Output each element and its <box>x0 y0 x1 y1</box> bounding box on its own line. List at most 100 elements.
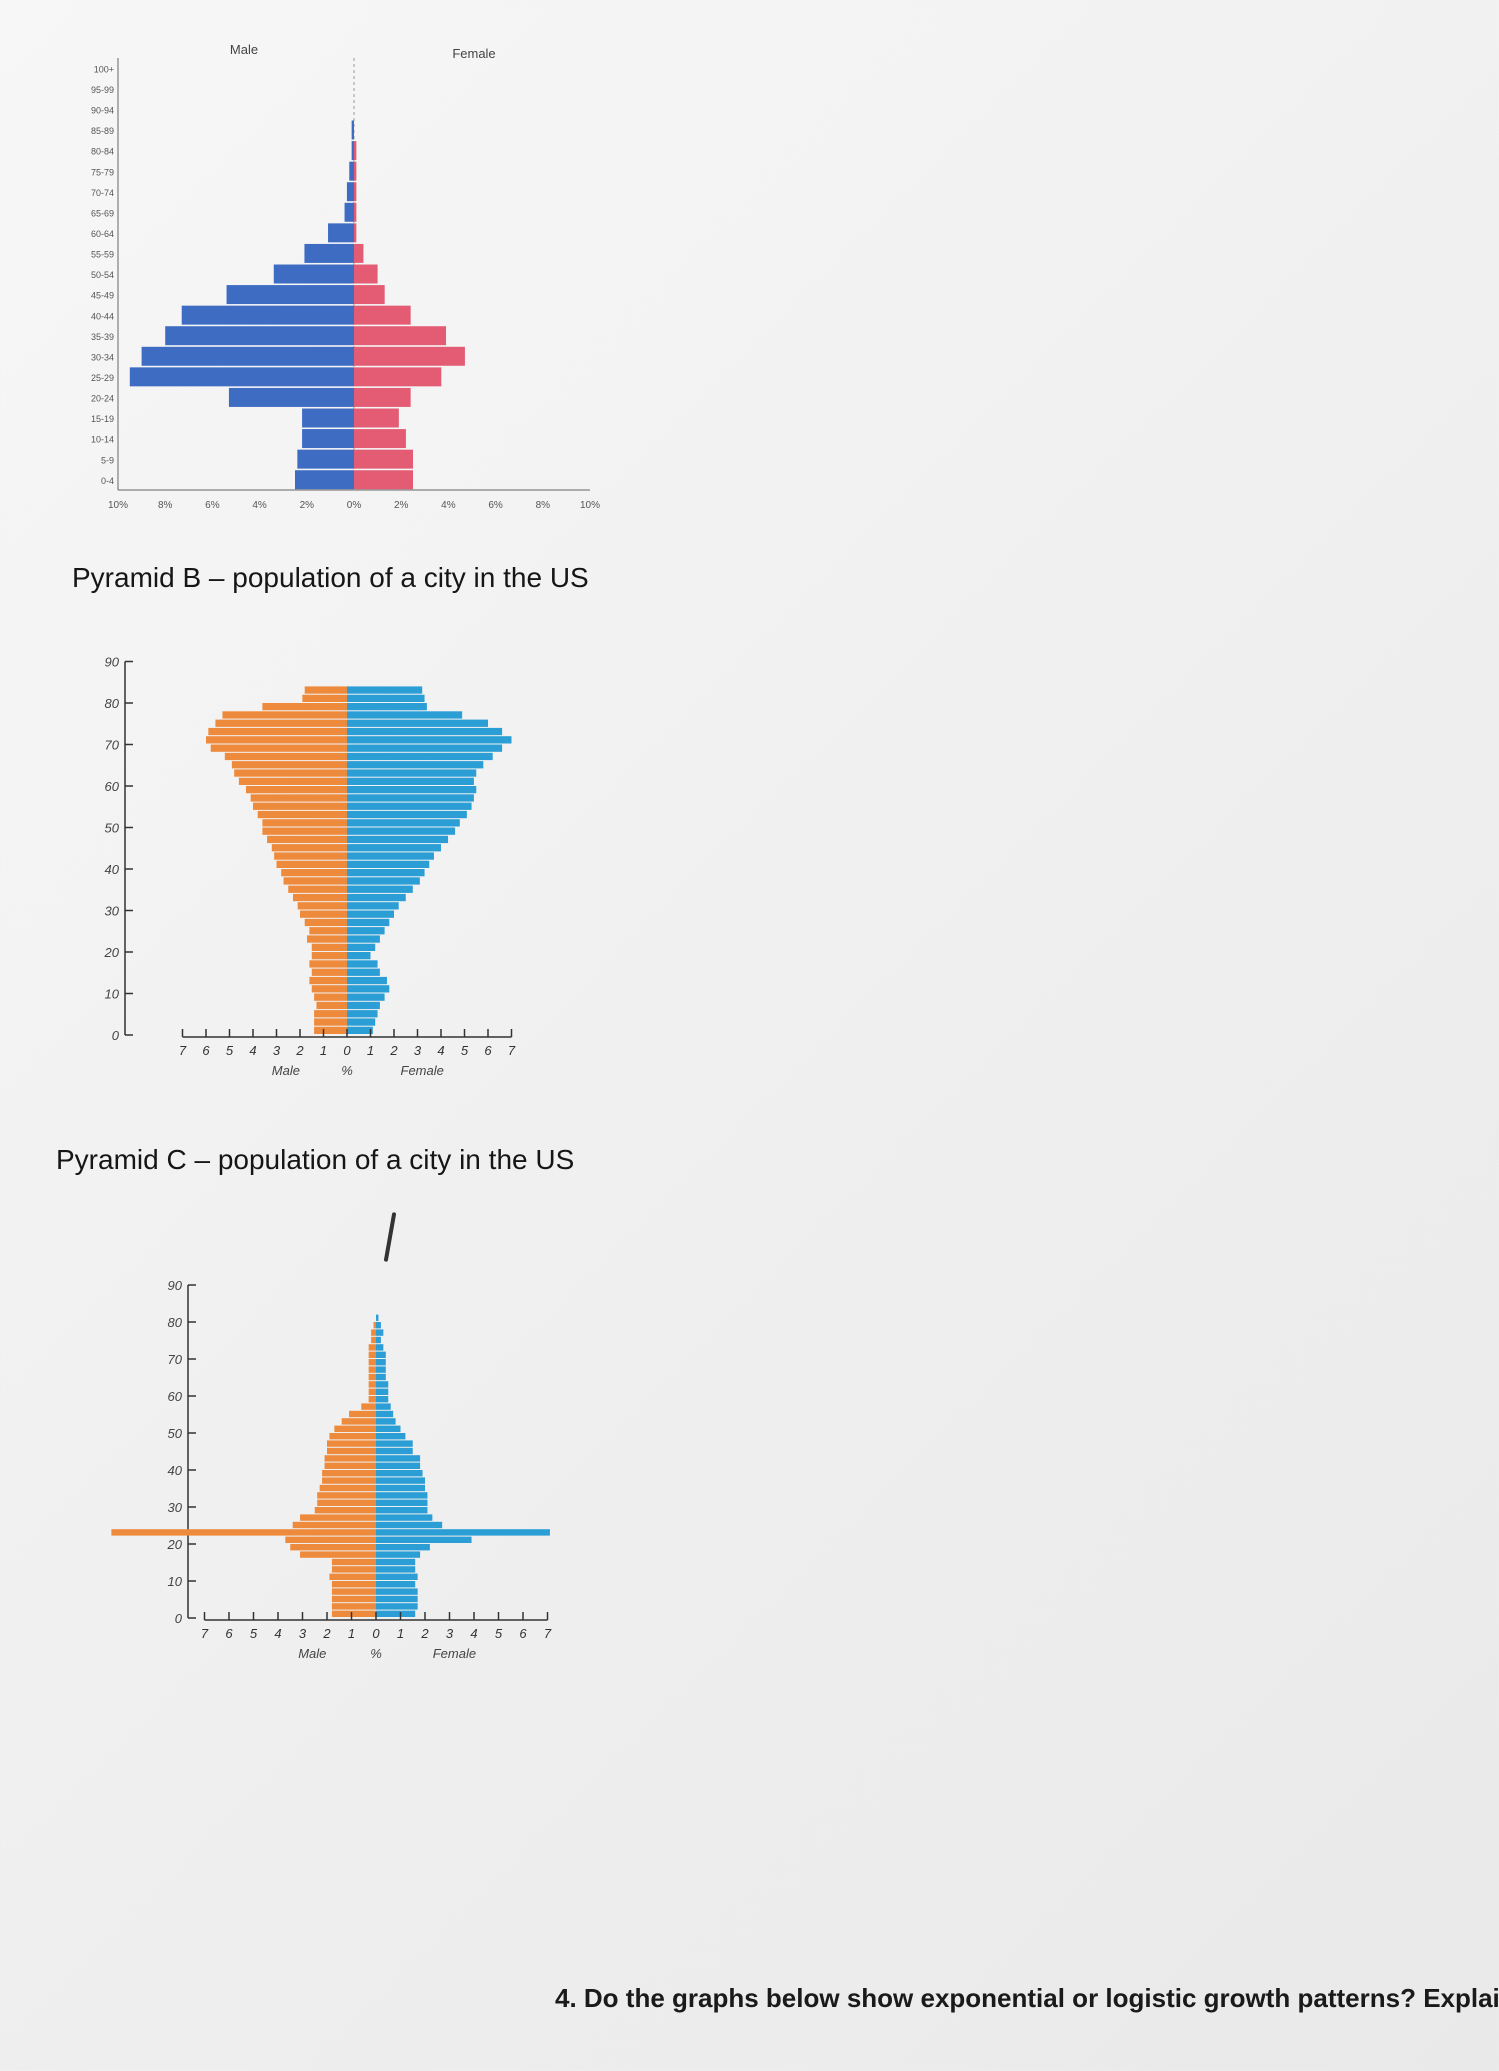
x-tick-label: 1 <box>348 1626 355 1641</box>
age-tick-label: 80 <box>105 696 120 711</box>
bar-female <box>347 794 474 802</box>
age-tick-label: 75-79 <box>91 167 114 177</box>
bar-male <box>215 719 347 727</box>
bar-male <box>300 1514 376 1521</box>
x-tick-label: 4% <box>441 500 456 511</box>
bar-female <box>347 769 477 777</box>
bar-female <box>376 1359 386 1366</box>
x-label-female: Female <box>401 1063 444 1078</box>
bar-male <box>322 1470 376 1477</box>
pyramid-b-chart: 0 10 20 30 40 50 60 70 80 90 7 6 5 4 3 2 1 0 1 2 3 4 5 6 7 Male% F… <box>80 640 580 1100</box>
bar-female <box>376 1603 418 1610</box>
bar-male <box>314 993 347 1001</box>
bar-female <box>347 686 423 694</box>
bar-female <box>347 844 441 852</box>
bar-female <box>347 703 427 711</box>
x-tick-label: 4 <box>249 1043 256 1058</box>
bar-female <box>347 744 503 752</box>
x-tick-label: 6 <box>519 1626 527 1641</box>
bar-female <box>376 1329 384 1336</box>
bar-female <box>376 1610 416 1617</box>
age-tick-label: 45-49 <box>91 291 114 301</box>
bar-male <box>334 1425 376 1432</box>
bar-male <box>262 819 347 827</box>
x-tick-label: 3 <box>299 1626 307 1641</box>
bar-female <box>347 761 484 769</box>
bar-male <box>309 960 347 968</box>
bar-female-65-69 <box>354 202 357 222</box>
bar-female <box>376 1314 379 1321</box>
bar-male <box>257 810 347 819</box>
bar-male <box>302 694 347 702</box>
age-tick-label: 70-74 <box>91 188 114 198</box>
x-label-percent: % <box>341 1063 353 1078</box>
bar-male <box>304 686 347 694</box>
bar-male-25-29 <box>129 367 354 387</box>
bar-male <box>331 1603 376 1610</box>
bar-male-50-54 <box>273 264 354 284</box>
bar-female <box>347 902 399 910</box>
bar-female <box>347 927 385 935</box>
bar-male-75-79 <box>349 161 354 181</box>
bar-male-40-44 <box>181 305 354 325</box>
age-tick-label: 90-94 <box>91 106 114 116</box>
x-tick-label: 5 <box>250 1626 258 1641</box>
bar-male-70-74 <box>346 182 354 202</box>
pyramid-c-heading: Pyramid C – population of a city in the … <box>56 1144 575 1175</box>
bar-male <box>311 968 347 976</box>
x-tick-label: 2% <box>394 500 409 511</box>
bar-male-0-4 <box>295 470 354 490</box>
bar-male <box>324 1455 376 1462</box>
bar-female <box>376 1433 406 1440</box>
age-tick-label: 85-89 <box>91 126 114 136</box>
x-tick-label: 3 <box>414 1043 422 1058</box>
bar-female <box>347 711 463 719</box>
bar-female <box>347 960 378 968</box>
bar-male <box>319 1484 376 1492</box>
bar-male <box>250 794 347 802</box>
x-tick-label: 5 <box>461 1043 469 1058</box>
age-tick-label: 80 <box>168 1315 183 1330</box>
age-tick-label: 90 <box>105 655 120 670</box>
bar-male <box>368 1388 376 1395</box>
x-tick-label: 0 <box>372 1626 380 1641</box>
bar-female <box>347 802 472 810</box>
bar-female <box>347 852 434 860</box>
bar-male-60-64 <box>328 223 354 243</box>
bar-female <box>376 1536 472 1543</box>
bar-female <box>347 860 430 868</box>
bar-female-40-44 <box>354 305 411 325</box>
bar-female <box>376 1388 389 1395</box>
bar-male <box>307 935 347 943</box>
x-tick-label: 7 <box>544 1626 552 1641</box>
bar-male <box>331 1610 376 1617</box>
bar-male <box>331 1566 376 1573</box>
x-tick-label: 10% <box>580 500 600 511</box>
bar-male <box>373 1322 376 1329</box>
bar-male <box>368 1396 376 1403</box>
bar-female <box>376 1507 428 1514</box>
bar-female-20-24 <box>354 387 411 407</box>
age-tick-label: 20-24 <box>91 394 114 404</box>
bar-female-0-4 <box>354 470 413 490</box>
x-tick-label: 3 <box>446 1626 454 1641</box>
bar-female <box>376 1344 384 1351</box>
bar-female <box>347 935 380 943</box>
bar-female <box>347 976 387 985</box>
x-tick-label: 6 <box>202 1043 210 1058</box>
bar-female <box>376 1484 425 1492</box>
bar-male-35-39 <box>165 326 354 346</box>
bar-female <box>347 719 488 727</box>
age-tick-label: 70 <box>105 738 120 753</box>
x-tick-label: 6% <box>488 500 503 511</box>
age-tick-label: 50-54 <box>91 270 114 280</box>
bar-male <box>262 703 347 711</box>
bar-female <box>347 810 467 819</box>
age-tick-label: 10 <box>105 987 120 1002</box>
x-label-male: Male <box>298 1646 326 1661</box>
bar-female-30-34 <box>354 346 465 366</box>
bar-male <box>368 1381 376 1388</box>
bar-male <box>288 885 347 893</box>
